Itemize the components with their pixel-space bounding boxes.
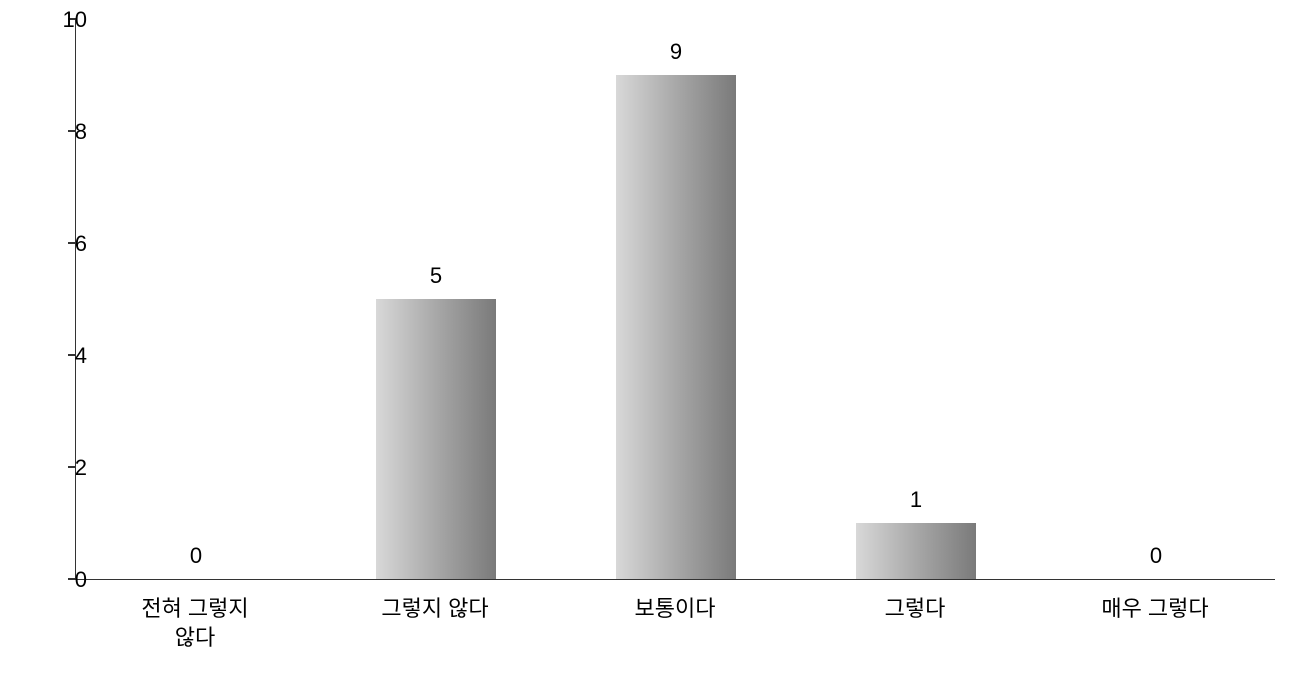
y-label-10: 10 xyxy=(47,7,87,33)
bar-2 xyxy=(616,75,736,579)
bar-3 xyxy=(856,523,976,579)
y-label-2: 2 xyxy=(47,455,87,481)
x-label-4: 매우 그렇다 xyxy=(1101,595,1208,624)
x-label-2: 보통이다 xyxy=(635,595,716,624)
bar-value-1: 5 xyxy=(430,263,442,289)
bar-1 xyxy=(376,299,496,579)
bar-value-4: 0 xyxy=(1150,543,1162,569)
bar-value-3: 1 xyxy=(910,487,922,513)
y-label-8: 8 xyxy=(47,119,87,145)
plot-area: 0 5 9 1 0 xyxy=(75,20,1275,580)
y-label-4: 4 xyxy=(47,343,87,369)
bar-value-2: 9 xyxy=(670,39,682,65)
x-label-1: 그렇지 않다 xyxy=(381,595,488,624)
bar-chart: 0 5 9 1 0 전혀 그렇지 않다 그렇지 않다 보통이다 그렇다 매우 그… xyxy=(75,20,1275,580)
y-label-6: 6 xyxy=(47,231,87,257)
x-label-3: 그렇다 xyxy=(885,595,946,624)
bar-value-0: 0 xyxy=(190,543,202,569)
y-label-0: 0 xyxy=(47,567,87,593)
x-label-0: 전혀 그렇지 않다 xyxy=(141,595,248,652)
